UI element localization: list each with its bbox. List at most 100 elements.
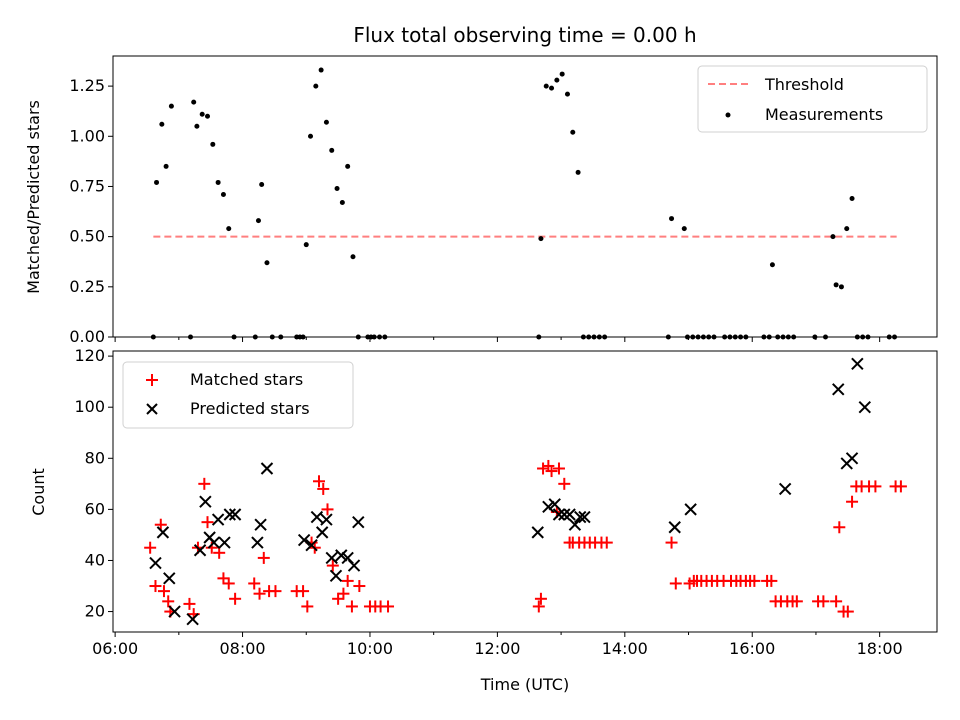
count-panel-frame xyxy=(112,350,938,633)
predicted-star-point xyxy=(778,482,792,496)
predicted-star-point xyxy=(320,513,333,526)
predicted-star-point-b xyxy=(254,518,267,531)
predicted-star-point-b xyxy=(668,521,681,534)
measurement-point xyxy=(538,236,544,242)
predicted-star-point-b xyxy=(199,495,212,508)
matched-star-point xyxy=(332,592,345,605)
predicted-star-point xyxy=(548,498,561,511)
measurement-point xyxy=(210,141,216,147)
matched-star-point xyxy=(144,541,157,554)
predicted-star-point-b xyxy=(845,452,859,465)
y-tick-label: 0.50 xyxy=(69,227,105,246)
predicted-star-point xyxy=(558,508,571,521)
measurement-point xyxy=(849,196,855,202)
predicted-star-point xyxy=(199,495,212,508)
predicted-star-point xyxy=(531,526,544,539)
predicted-star-point xyxy=(851,357,864,370)
y-tick-label: 0.00 xyxy=(69,327,105,346)
matched-star-point xyxy=(326,559,339,572)
x-tick-label: 12:00 xyxy=(474,639,520,658)
predicted-star-point xyxy=(163,572,176,585)
predicted-star-point xyxy=(149,556,162,570)
measurement-point xyxy=(205,113,211,119)
predicted-star-point xyxy=(845,452,859,465)
matched-star-point xyxy=(669,577,682,590)
predicted-star-point xyxy=(335,549,348,562)
measurement-point xyxy=(191,99,197,105)
matched-star-point xyxy=(201,516,214,529)
matched-star-point xyxy=(833,521,846,534)
count-y-axis-label: Count xyxy=(29,468,48,516)
matched-star-point xyxy=(337,587,350,600)
predicted-star-point xyxy=(352,515,365,529)
predicted-star-point xyxy=(668,521,681,534)
matched-star-point xyxy=(222,577,235,590)
matched-star-point xyxy=(600,536,613,549)
matched-star-point xyxy=(217,572,230,585)
y-tick-label: 120 xyxy=(74,346,105,365)
matched-star-point xyxy=(765,574,778,587)
predicted-star-point xyxy=(329,569,343,583)
predicted-star-point-b xyxy=(186,613,199,626)
count-panel-marks xyxy=(144,357,907,626)
measurement-point xyxy=(339,200,345,206)
matched-star-point xyxy=(317,482,330,495)
measurement-point xyxy=(163,163,169,169)
measurement-point xyxy=(549,85,555,91)
y-tick-label: 0.75 xyxy=(69,176,105,195)
y-tick-label: 40 xyxy=(85,550,105,569)
predicted-star-point-b xyxy=(223,508,237,521)
predicted-star-point xyxy=(168,605,181,618)
matched-star-point xyxy=(213,546,226,559)
matched-star-point xyxy=(253,587,266,600)
matched-star-point xyxy=(545,465,558,478)
y-tick-label: 20 xyxy=(85,602,105,621)
matched-star-point xyxy=(830,595,843,608)
count-panel: 06:00 08:00 10:00 12:00 14:00 16:00 18:00 20 40 6… xyxy=(29,346,938,694)
measurement-point xyxy=(329,147,335,153)
matched-star-point xyxy=(154,518,167,531)
x-axis-label: Time (UTC) xyxy=(480,675,569,694)
ratio-panel-frame xyxy=(112,55,938,338)
predicted-star-point-b xyxy=(335,549,348,562)
measurement-point xyxy=(844,226,850,232)
predicted-star-point-b xyxy=(156,526,170,539)
predicted-star-point xyxy=(156,526,170,539)
matched-star-point xyxy=(534,592,547,605)
measurement-point xyxy=(830,234,836,240)
measurement-point xyxy=(220,191,226,197)
predicted-star-point xyxy=(563,508,576,521)
count-legend: Matched stars Predicted stars xyxy=(122,361,354,429)
matched-star-point xyxy=(321,503,334,516)
matched-star-point xyxy=(790,595,803,608)
predicted-star-point-b xyxy=(851,357,864,370)
predicted-star-point-b xyxy=(329,569,343,583)
predicted-star-point-b xyxy=(563,508,576,521)
predicted-star-point xyxy=(207,536,221,549)
matched-star-point xyxy=(183,597,196,610)
matched-star-point xyxy=(269,585,282,598)
measurement-point xyxy=(334,185,340,191)
predicted-star-point xyxy=(574,510,587,524)
matched-star-point xyxy=(382,600,395,613)
y-tick-label: 60 xyxy=(85,499,105,518)
predicted-star-point-b xyxy=(211,513,225,526)
measurement-point xyxy=(564,91,570,97)
measurement-point xyxy=(554,77,560,83)
predicted-star-point xyxy=(193,544,207,557)
predicted-star-point xyxy=(297,533,311,547)
predicted-legend-swatch xyxy=(146,403,158,415)
measurement-point xyxy=(323,119,329,125)
measurement-point xyxy=(833,282,839,288)
y-tick-label: 0.25 xyxy=(69,277,105,296)
y-tick-label: 100 xyxy=(74,397,105,416)
predicted-star-point-b xyxy=(325,551,338,565)
predicted-star-point xyxy=(305,538,318,552)
predicted-star-point-b xyxy=(260,462,274,475)
ratio-panel: 0.00 0.25 0.50 0.75 1.00 1.25 Matched/Predict… xyxy=(24,55,938,346)
predicted-star-point-b xyxy=(352,515,365,529)
matched-star-point xyxy=(345,600,358,613)
count-legend-box xyxy=(122,361,354,429)
measurement-point xyxy=(559,71,565,77)
